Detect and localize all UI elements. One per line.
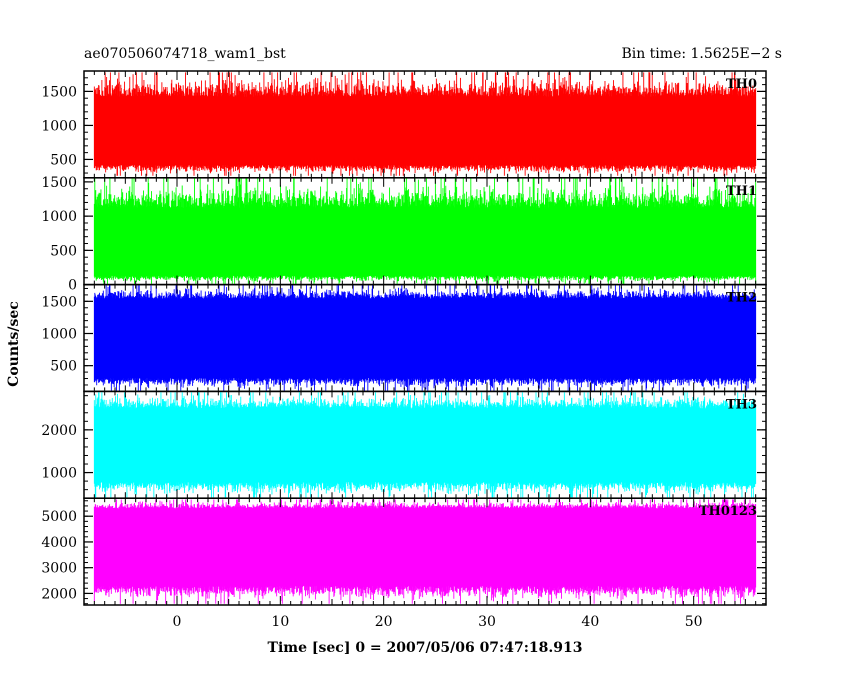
- panel-label-th2: TH2: [726, 291, 757, 306]
- y-tick-label: 500: [50, 243, 77, 259]
- series-line-th0123: [93, 499, 757, 604]
- y-tick-label: 4000: [41, 535, 77, 551]
- y-tick-label: 2000: [41, 586, 77, 602]
- y-tick-label: 1000: [41, 118, 77, 134]
- y-tick-label: 1000: [41, 466, 77, 482]
- panel-label-th1: TH1: [726, 184, 757, 199]
- y-tick-label: 5000: [41, 509, 77, 525]
- chart-title-right: Bin time: 1.5625E−2 s: [621, 46, 782, 62]
- x-tick-label: 30: [478, 614, 496, 630]
- panel-th0: 500 1000 1500 TH0: [41, 70, 767, 179]
- x-tick-label: 50: [685, 614, 703, 630]
- y-tick-label: 1500: [41, 175, 77, 191]
- y-tick-label: 1500: [41, 294, 77, 310]
- panel-label-th0123: TH0123: [699, 504, 757, 519]
- y-tick-label: 0: [68, 278, 77, 294]
- x-tick-label: 10: [271, 614, 289, 630]
- y-tick-label: 1500: [41, 84, 77, 100]
- y-axis-label: Counts/sec: [6, 301, 22, 387]
- x-tick-label: 0: [173, 614, 182, 630]
- series-line-th1: [93, 177, 757, 284]
- x-tick-label: 20: [375, 614, 393, 630]
- panel-label-th3: TH3: [726, 397, 757, 412]
- y-tick-label: 500: [50, 359, 77, 375]
- x-tick-label: 40: [581, 614, 599, 630]
- series-line-th2: [93, 285, 757, 391]
- y-tick-label: 2000: [41, 423, 77, 439]
- panel-label-th0: TH0: [726, 77, 757, 92]
- panel-th1: 0 500 1000 1500 TH1: [41, 175, 767, 294]
- y-tick-label: 1000: [41, 209, 77, 225]
- y-tick-label: 3000: [41, 561, 77, 577]
- series-line-th0: [93, 72, 757, 176]
- series-line-th3: [93, 392, 757, 498]
- panel-th3: 1000 2000 TH3: [41, 390, 767, 499]
- y-tick-label: 500: [50, 152, 77, 168]
- panel-th2: 500 1000 1500 TH2: [41, 283, 767, 393]
- y-tick-label: 1000: [41, 326, 77, 342]
- panel-th0123: 2000 3000 4000 5000 TH0123: [41, 497, 767, 606]
- chart-title-left: ae070506074718_wam1_bst: [84, 46, 286, 62]
- x-axis-label: Time [sec] 0 = 2007/05/06 07:47:18.913: [268, 640, 583, 656]
